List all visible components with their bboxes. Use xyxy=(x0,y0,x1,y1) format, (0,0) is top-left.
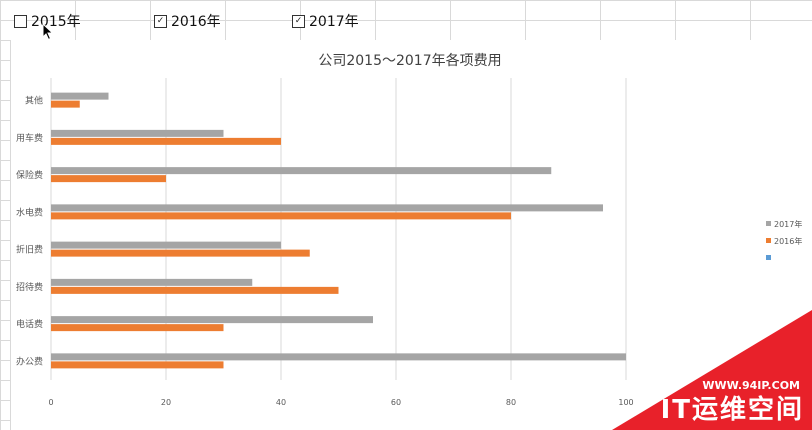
bar-series-1[interactable] xyxy=(51,129,224,137)
x-tick-label: 40 xyxy=(276,398,286,407)
legend-swatch xyxy=(766,238,771,243)
bar-series-2[interactable] xyxy=(51,137,281,145)
bar-series-2[interactable] xyxy=(51,212,511,220)
watermark-brand: IT运维空间 xyxy=(660,395,804,425)
checkbox-label-2017: 2017年 xyxy=(309,14,359,30)
bar-series-1[interactable] xyxy=(51,241,281,249)
legend-label: 2016年 xyxy=(774,236,802,246)
bar-series-2[interactable] xyxy=(51,286,339,294)
x-tick-label: 60 xyxy=(391,398,401,407)
legend-swatch xyxy=(766,221,771,226)
x-tick-labels: 0 20 40 60 80 100 xyxy=(48,398,633,407)
x-tick-label: 100 xyxy=(618,398,633,407)
category-label: 电话费 xyxy=(16,318,43,330)
category-label: 保险费 xyxy=(16,169,43,181)
x-tick-label: 20 xyxy=(161,398,171,407)
watermark: WWW.94IP.COM IT运维空间 xyxy=(612,310,812,430)
legend-label: 2017年 xyxy=(774,219,802,229)
bar-series-1[interactable] xyxy=(51,204,603,212)
bars xyxy=(51,92,626,369)
bar-series-2[interactable] xyxy=(51,175,166,183)
category-label: 办公费 xyxy=(16,355,43,367)
chart-area[interactable]: 公司2015～2017年各项费用 其他用车费保险费水电费折旧费招待费电话费办公费… xyxy=(10,40,812,430)
checkbox-box-2015[interactable] xyxy=(14,14,27,28)
category-label: 招待费 xyxy=(16,281,43,293)
gridlines xyxy=(50,78,627,380)
bar-series-2[interactable] xyxy=(51,249,310,257)
bar-chart: 公司2015～2017年各项费用 其他用车费保险费水电费折旧费招待费电话费办公费… xyxy=(16,53,802,407)
watermark-url: WWW.94IP.COM xyxy=(702,379,800,392)
chart-title: 公司2015～2017年各项费用 xyxy=(318,53,501,69)
bar-series-2[interactable] xyxy=(51,324,224,332)
bar-series-2[interactable] xyxy=(51,361,224,369)
checkbox-label-2016: 2016年 xyxy=(171,14,221,30)
legend-swatch xyxy=(766,255,771,260)
bar-series-2[interactable] xyxy=(51,100,80,108)
checkbox-box-2017[interactable]: ✓ xyxy=(292,14,305,28)
legend: 2017年 2016年 xyxy=(766,219,802,260)
checkbox-label-2015: 2015年 xyxy=(31,14,81,30)
category-label: 其他 xyxy=(25,95,43,107)
x-tick-label: 80 xyxy=(506,398,516,407)
bar-series-1[interactable] xyxy=(51,167,552,175)
year-filter-row: 2015年 ✓ 2016年 ✓ 2017年 xyxy=(0,0,812,40)
x-tick-label: 0 xyxy=(48,398,53,407)
watermark-banner-shape xyxy=(612,310,812,430)
category-label: 用车费 xyxy=(16,132,43,144)
category-label: 水电费 xyxy=(16,206,43,218)
checkbox-2017[interactable]: ✓ 2017年 xyxy=(292,12,359,30)
checkbox-2016[interactable]: ✓ 2016年 xyxy=(154,12,221,30)
bar-series-1[interactable] xyxy=(51,278,253,286)
mouse-pointer-icon xyxy=(42,23,54,41)
checkbox-box-2016[interactable]: ✓ xyxy=(154,14,167,28)
category-label: 折旧费 xyxy=(16,244,43,256)
bar-series-1[interactable] xyxy=(51,316,373,324)
bar-series-1[interactable] xyxy=(51,92,109,100)
bar-series-1[interactable] xyxy=(51,353,626,361)
